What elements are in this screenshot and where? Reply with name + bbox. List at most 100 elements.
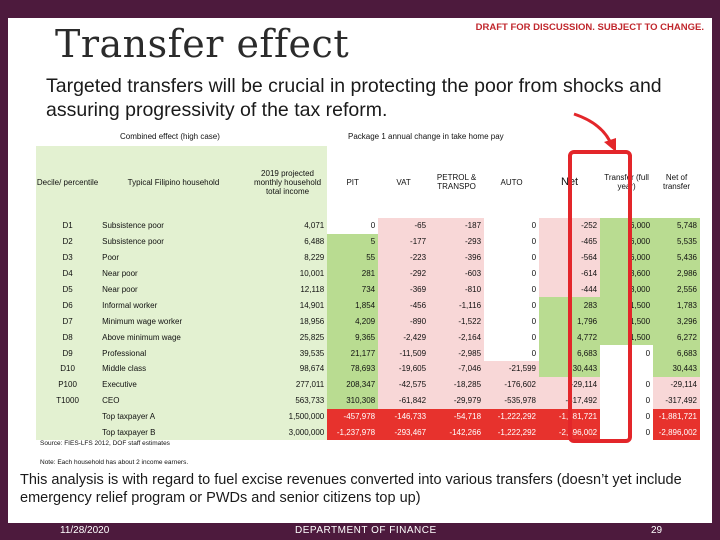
cell-pit: 4,209 bbox=[327, 313, 379, 330]
header-petrol: PETROL & TRANSPO bbox=[429, 146, 485, 218]
highlight-arrow-icon bbox=[573, 112, 616, 152]
cell-household: Above minimum wage bbox=[99, 329, 248, 346]
cell-petrol: -396 bbox=[429, 249, 485, 266]
cell-decile: D2 bbox=[36, 233, 100, 250]
cell-pit: -1,237,978 bbox=[327, 424, 379, 441]
header-net-of-transfer: Net of transfer bbox=[653, 146, 700, 218]
cell-income: 8,229 bbox=[247, 249, 328, 266]
cell-pit: -457,978 bbox=[327, 408, 379, 425]
cell-auto: 0 bbox=[531, 237, 537, 247]
cell-decile: D1 bbox=[36, 218, 100, 234]
cell-vat: -2,429 bbox=[378, 329, 430, 346]
cell-vat: -292 bbox=[378, 265, 430, 282]
table-row: D1 Subsistence poor 4,071 0 -65 -187 0 -252 6,00… bbox=[36, 218, 700, 234]
footer-bar: 11/28/2020 DEPARTMENT OF FINANCE 29 bbox=[0, 523, 720, 540]
group-header-right: Package 1 annual change in take home pay bbox=[348, 132, 504, 141]
cell-net-transfer: 5,748 bbox=[653, 218, 700, 234]
header-vat: VAT bbox=[378, 146, 430, 218]
cell-pit: 21,177 bbox=[327, 345, 379, 362]
cell-vat: -11,509 bbox=[378, 345, 430, 362]
slide-subtitle: Targeted transfers will be crucial in pr… bbox=[46, 75, 662, 121]
cell-transfer: 1,500 bbox=[600, 329, 654, 346]
table-row: D2 Subsistence poor 6,488 5 -177 -293 0 -465 6,0… bbox=[36, 233, 700, 250]
cell-auto: -1,222,292 bbox=[484, 424, 540, 441]
cell-vat: -293,467 bbox=[378, 424, 430, 441]
cell-decile: P100 bbox=[36, 376, 100, 393]
cell-household: Subsistence poor bbox=[99, 233, 248, 250]
cell-income: 4,071 bbox=[247, 218, 328, 234]
analysis-text: This analysis is with regard to fuel exc… bbox=[20, 472, 682, 506]
cell-transfer: 3,600 bbox=[600, 265, 654, 282]
cell-income: 39,535 bbox=[247, 345, 328, 362]
cell-auto: -1,222,292 bbox=[484, 408, 540, 425]
cell-income: 98,674 bbox=[247, 361, 328, 377]
cell-petrol: -54,718 bbox=[429, 408, 485, 425]
cell-net-transfer: -317,492 bbox=[653, 392, 700, 409]
cell-transfer: 0 bbox=[645, 428, 651, 438]
cell-auto: -535,978 bbox=[484, 392, 540, 409]
cell-household: Minimum wage worker bbox=[99, 313, 248, 330]
cell-transfer: 0 bbox=[645, 380, 651, 390]
cell-decile: D8 bbox=[36, 329, 100, 346]
cell-petrol: -7,046 bbox=[429, 361, 485, 377]
cell-pit: 5 bbox=[327, 233, 379, 250]
cell-net-transfer: -2,896,002 bbox=[653, 424, 700, 441]
cell-vat: -19,605 bbox=[378, 361, 430, 377]
transfer-table: Decile/ percentile Typical Filipino hous… bbox=[36, 146, 700, 441]
cell-vat: -223 bbox=[378, 249, 430, 266]
household-note: Note: Each household has about 2 income … bbox=[40, 459, 189, 466]
cell-income: 277,011 bbox=[247, 376, 328, 393]
table-row: D7 Minimum wage worker 18,956 4,209 -890 -1,5… bbox=[36, 313, 700, 330]
table-header-row: Decile/ percentile Typical Filipino hous… bbox=[36, 146, 700, 218]
table-row: D10 Middle class 98,674 78,693 -19,605 -7,046… bbox=[36, 361, 700, 377]
header-income: 2019 projected monthly household total i… bbox=[247, 146, 328, 218]
table-row: D6 Informal worker 14,901 1,854 -456 -1,116 0 2… bbox=[36, 297, 700, 314]
cell-auto: 0 bbox=[531, 285, 537, 294]
table-row: D8 Above minimum wage 25,825 9,365 -2,429 -2,… bbox=[36, 329, 700, 346]
cell-transfer: 0 bbox=[645, 412, 651, 422]
source-note: Source: FIES-LFS 2012, DOF staff estimat… bbox=[40, 440, 170, 447]
table-row: D3 Poor 8,229 55 -223 -396 0 -564 6,000 5,436 bbox=[36, 249, 700, 266]
cell-net-transfer: 1,783 bbox=[653, 297, 700, 314]
cell-income: 6,488 bbox=[247, 233, 328, 250]
cell-petrol: -1,116 bbox=[429, 297, 485, 314]
cell-household: Subsistence poor bbox=[99, 218, 248, 234]
header-decile: Decile/ percentile bbox=[36, 146, 100, 218]
right-frame-bar bbox=[712, 18, 720, 523]
cell-net-transfer: 3,296 bbox=[653, 313, 700, 330]
cell-petrol: -18,285 bbox=[429, 376, 485, 393]
cell-decile: D5 bbox=[36, 281, 100, 298]
slide-title: Transfer effect bbox=[55, 22, 350, 66]
cell-decile: D6 bbox=[36, 297, 100, 314]
cell-vat: -42,575 bbox=[378, 376, 430, 393]
cell-transfer: 6,000 bbox=[600, 249, 654, 266]
cell-household: Top taxpayer A bbox=[99, 408, 248, 425]
table-row: T1000 CEO 563,733 310,308 -61,842 -29,979 -535… bbox=[36, 392, 700, 409]
cell-net-transfer: 6,683 bbox=[653, 345, 700, 362]
cell-net-transfer: 2,556 bbox=[653, 281, 700, 298]
cell-auto: 0 bbox=[531, 316, 537, 326]
cell-household: Professional bbox=[99, 345, 248, 362]
cell-vat: -890 bbox=[378, 313, 430, 330]
cell-net-transfer: 5,436 bbox=[653, 249, 700, 266]
cell-auto: 0 bbox=[531, 332, 537, 342]
cell-auto: 0 bbox=[531, 221, 537, 231]
cell-pit: 1,854 bbox=[327, 297, 379, 314]
cell-household: Executive bbox=[99, 376, 248, 393]
footer-page-number: 29 bbox=[651, 525, 663, 536]
cell-net-transfer: 30,443 bbox=[653, 361, 700, 377]
cell-decile: D10 bbox=[36, 361, 100, 377]
cell-net-transfer: -1,881,721 bbox=[653, 408, 700, 425]
cell-auto: 0 bbox=[531, 300, 537, 310]
cell-transfer: 3,000 bbox=[600, 281, 654, 298]
cell-petrol: -810 bbox=[429, 281, 485, 298]
cell-auto: -21,599 bbox=[484, 361, 540, 377]
cell-pit: 78,693 bbox=[327, 361, 379, 377]
cell-decile: T1000 bbox=[36, 392, 100, 409]
cell-petrol: -2,164 bbox=[429, 329, 485, 346]
cell-vat: -177 bbox=[378, 233, 430, 250]
group-header-left: Combined effect (high case) bbox=[120, 132, 220, 141]
cell-household: Top taxpayer B bbox=[99, 424, 248, 441]
cell-income: 18,956 bbox=[247, 313, 328, 330]
cell-pit: 208,347 bbox=[327, 376, 379, 393]
